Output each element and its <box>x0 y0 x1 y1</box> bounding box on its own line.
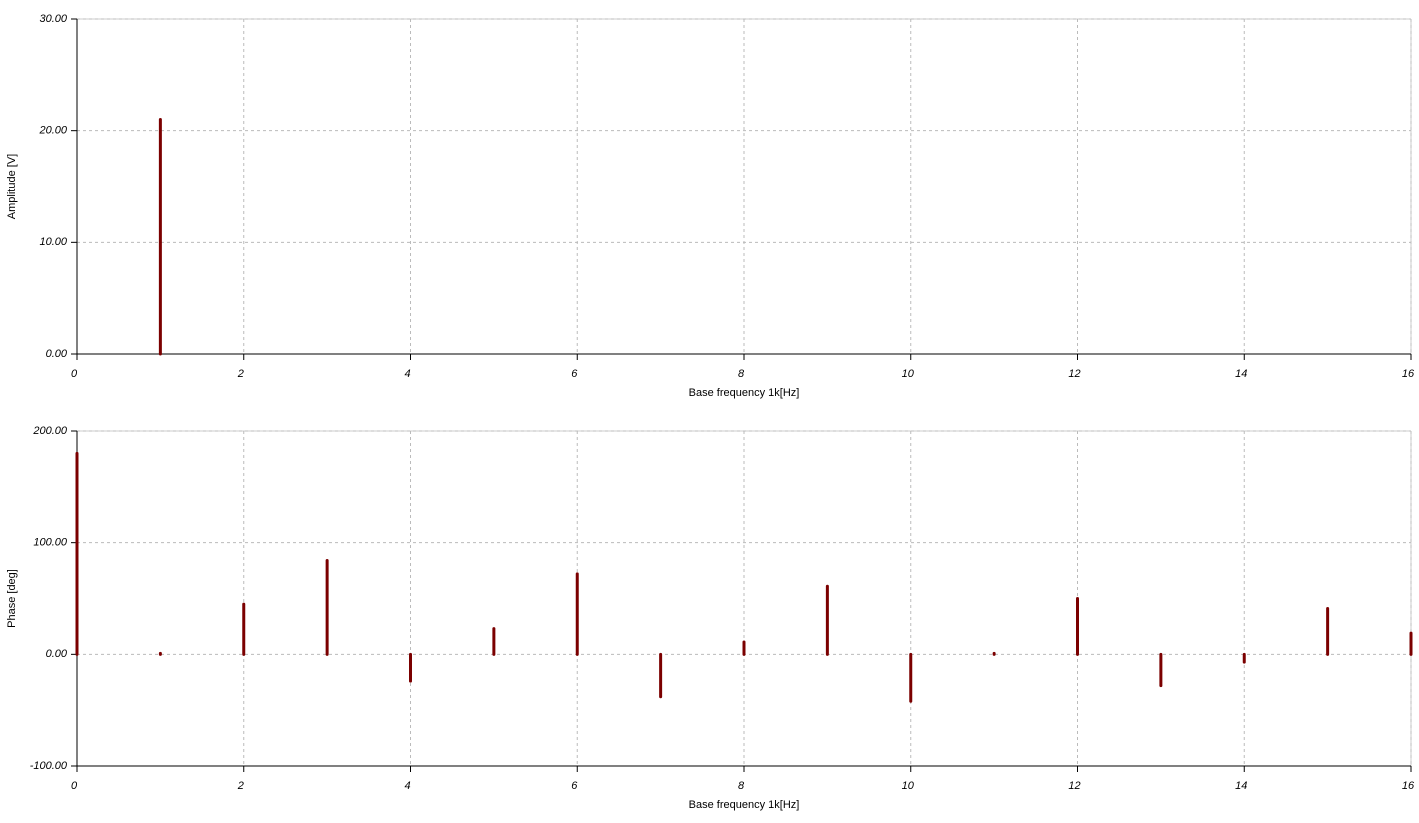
y-tick-label: 30.00 <box>39 13 67 25</box>
y-tick-label: 10.00 <box>39 236 67 248</box>
x-tick-label: 0 <box>71 368 78 380</box>
x-tick-label: 8 <box>738 368 745 380</box>
x-tick-label: 2 <box>237 368 244 380</box>
y-axis-label: Phase [deg] <box>6 569 18 628</box>
y-axis-label: Amplitude [V] <box>6 154 18 219</box>
y-tick-label: 0.00 <box>46 348 68 360</box>
x-tick-label: 12 <box>1068 780 1080 792</box>
y-tick-label: 0.00 <box>46 648 68 660</box>
y-tick-label: 100.00 <box>33 537 68 549</box>
x-tick-label: 16 <box>1402 780 1415 792</box>
x-tick-label: 6 <box>571 368 578 380</box>
x-axis-label: Base frequency 1k[Hz] <box>689 799 800 811</box>
y-tick-label: -100.00 <box>30 760 68 772</box>
x-tick-label: 0 <box>71 780 78 792</box>
x-tick-label: 10 <box>902 780 915 792</box>
x-tick-label: 6 <box>571 780 578 792</box>
x-tick-label: 14 <box>1235 780 1247 792</box>
x-tick-label: 16 <box>1402 368 1415 380</box>
x-tick-label: 4 <box>404 368 410 380</box>
y-tick-label: 20.00 <box>38 125 67 137</box>
x-axis-label: Base frequency 1k[Hz] <box>689 387 800 399</box>
x-tick-label: 14 <box>1235 368 1247 380</box>
x-tick-label: 12 <box>1068 368 1080 380</box>
x-tick-label: 4 <box>404 780 410 792</box>
y-tick-label: 200.00 <box>32 425 68 437</box>
x-tick-label: 2 <box>237 780 244 792</box>
x-tick-label: 8 <box>738 780 745 792</box>
x-tick-label: 10 <box>902 368 915 380</box>
